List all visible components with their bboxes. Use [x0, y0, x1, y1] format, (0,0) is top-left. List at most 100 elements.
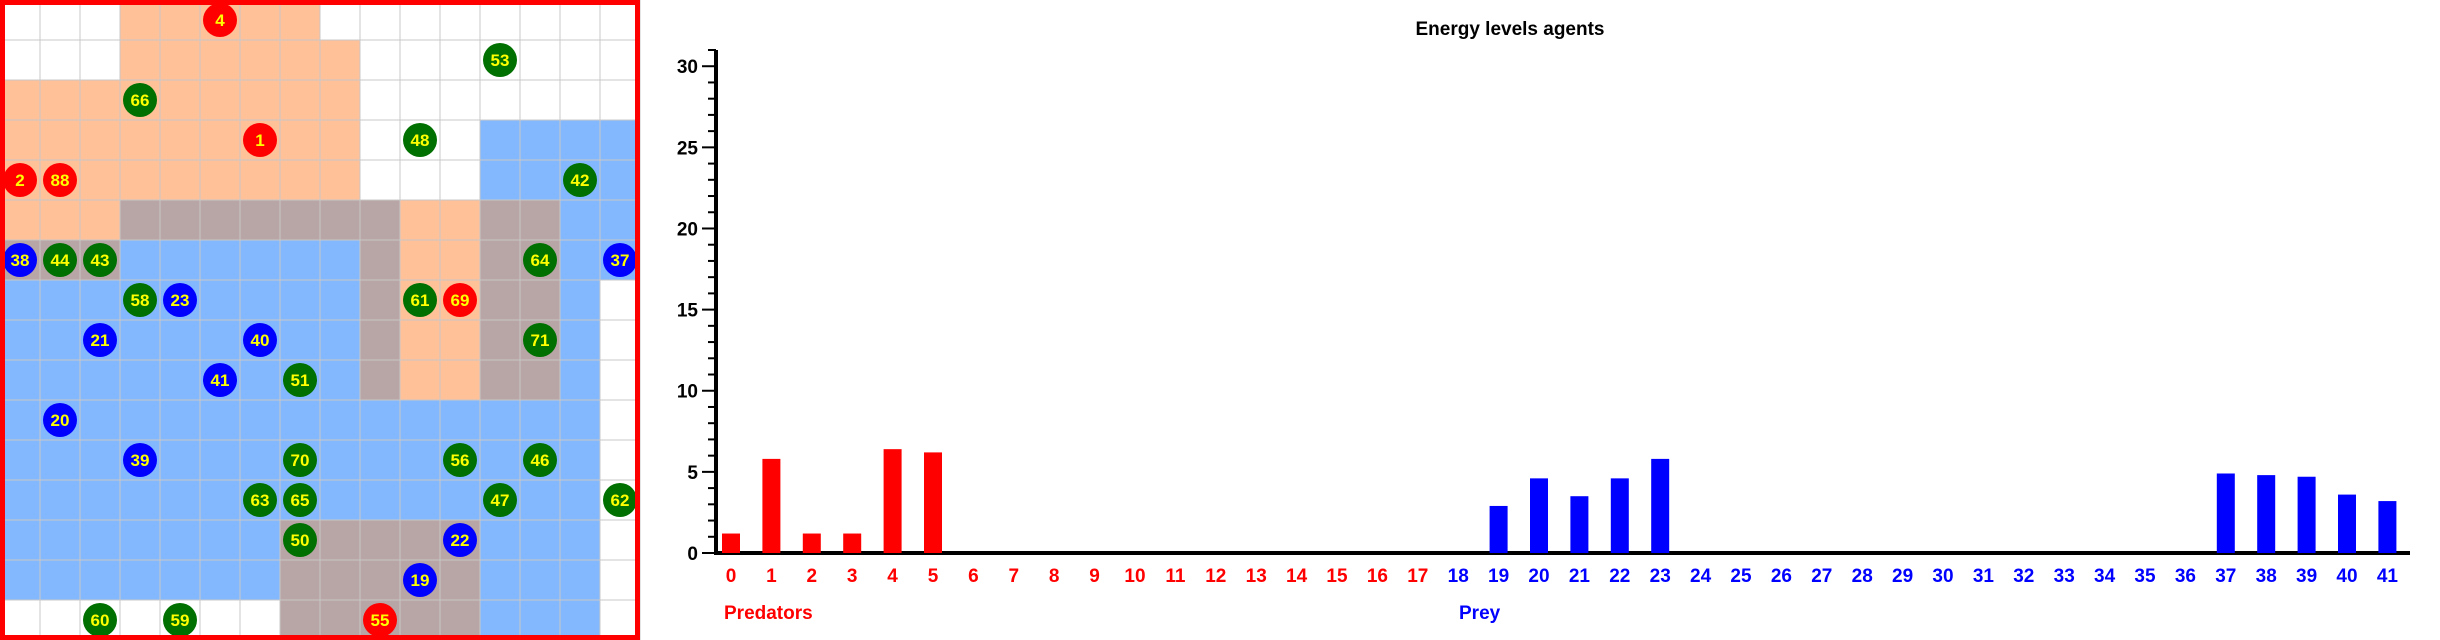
- zone-cell: [560, 360, 600, 400]
- zone-cell: [200, 160, 240, 200]
- prey-agent-dot: [163, 283, 197, 317]
- agent-id-label: 66: [131, 91, 150, 110]
- zone-cell: [360, 240, 400, 280]
- x-tick-label: 29: [1892, 566, 1913, 587]
- zone-cell: [0, 400, 40, 440]
- zone-cell: [320, 80, 360, 120]
- zone-cell: [80, 560, 120, 600]
- x-tick-label: 3: [847, 566, 858, 587]
- zone-cell: [200, 120, 240, 160]
- energy-bar-0: [722, 533, 740, 553]
- x-tick-label: 6: [968, 566, 979, 587]
- agent-id-label: 39: [131, 451, 150, 470]
- x-tick-label: 18: [1448, 566, 1469, 587]
- zone-cell: [520, 160, 560, 200]
- plant-agent-dot: [83, 603, 117, 637]
- zone-cell: [160, 320, 200, 360]
- predator-agent: 1: [243, 123, 277, 157]
- agent-id-label: 58: [131, 291, 150, 310]
- x-tick-label: 16: [1367, 566, 1388, 587]
- agent-id-label: 50: [291, 531, 310, 550]
- zone-cell: [0, 480, 40, 520]
- zone-cell: [0, 80, 40, 120]
- x-tick-label: 37: [2215, 566, 2236, 587]
- zone-cell: [240, 240, 280, 280]
- x-tick-label: 20: [1528, 566, 1549, 587]
- x-tick-label: 35: [2134, 566, 2156, 587]
- zone-cell: [280, 160, 320, 200]
- agent-id-label: 48: [411, 131, 430, 150]
- x-tick-label: 33: [2054, 566, 2075, 587]
- agent-id-label: 40: [251, 331, 270, 350]
- plant-agent: 44: [43, 243, 77, 277]
- zone-cell: [320, 320, 360, 360]
- prey-agent-dot: [403, 563, 437, 597]
- zone-cell: [320, 40, 360, 80]
- zone-cell: [560, 320, 600, 360]
- zone-cell: [0, 440, 40, 480]
- zone-cell: [400, 360, 440, 400]
- zone-cell: [120, 0, 160, 40]
- zone-cell: [360, 280, 400, 320]
- agent-id-label: 46: [531, 451, 550, 470]
- chart-title: Energy levels agents: [1415, 19, 1604, 40]
- agent-id-label: 56: [451, 451, 470, 470]
- zone-cell: [80, 120, 120, 160]
- zone-cell: [480, 400, 520, 440]
- plant-agent-dot: [123, 283, 157, 317]
- agent-id-label: 64: [531, 251, 550, 270]
- plant-agent-dot: [523, 443, 557, 477]
- zone-cell: [480, 280, 520, 320]
- zone-cell: [240, 440, 280, 480]
- plant-agent: 58: [123, 283, 157, 317]
- zone-cell: [440, 320, 480, 360]
- agent-id-label: 47: [491, 491, 510, 510]
- zone-cell: [200, 200, 240, 240]
- zone-cell: [200, 520, 240, 560]
- x-tick-label: 38: [2256, 566, 2277, 587]
- agent-id-label: 41: [211, 371, 230, 390]
- zone-cell: [560, 400, 600, 440]
- plant-agent: 62: [603, 483, 637, 517]
- plant-agent: 66: [123, 83, 157, 117]
- energy-bar-3: [843, 533, 862, 553]
- x-tick-label: 7: [1009, 566, 1020, 587]
- zone-cell: [240, 360, 280, 400]
- agent-id-label: 53: [491, 51, 510, 70]
- agent-id-label: 59: [171, 611, 190, 630]
- zone-cell: [320, 480, 360, 520]
- zone-cell: [240, 40, 280, 80]
- zone-cell: [440, 600, 480, 640]
- zone-cell: [160, 160, 200, 200]
- zone-cell: [320, 400, 360, 440]
- zone-cell: [560, 440, 600, 480]
- zone-cell: [600, 160, 640, 200]
- zone-cell: [40, 440, 80, 480]
- predator-agent: 4: [203, 3, 237, 37]
- prey-agent-dot: [603, 243, 637, 277]
- zone-cell: [480, 360, 520, 400]
- prey-agent: 21: [83, 323, 117, 357]
- zone-cell: [80, 480, 120, 520]
- zone-cell: [0, 320, 40, 360]
- agent-id-label: 4: [215, 11, 225, 30]
- zone-cell: [320, 200, 360, 240]
- zone-cell: [240, 560, 280, 600]
- agent-id-label: 42: [571, 171, 590, 190]
- zone-cell: [40, 360, 80, 400]
- x-tick-label: 32: [2013, 566, 2034, 587]
- zone-cell: [80, 440, 120, 480]
- zone-cell: [560, 200, 600, 240]
- x-tick-label: 22: [1609, 566, 1630, 587]
- zone-cell: [480, 440, 520, 480]
- prey-agent-dot: [83, 323, 117, 357]
- zone-cell: [80, 160, 120, 200]
- predator-agent-dot: [443, 283, 477, 317]
- plant-agent-dot: [443, 443, 477, 477]
- zone-cell: [480, 600, 520, 640]
- predator-agent-dot: [3, 163, 37, 197]
- zone-cell: [80, 520, 120, 560]
- zone-cell: [80, 360, 120, 400]
- zone-cell: [0, 280, 40, 320]
- zone-cell: [320, 440, 360, 480]
